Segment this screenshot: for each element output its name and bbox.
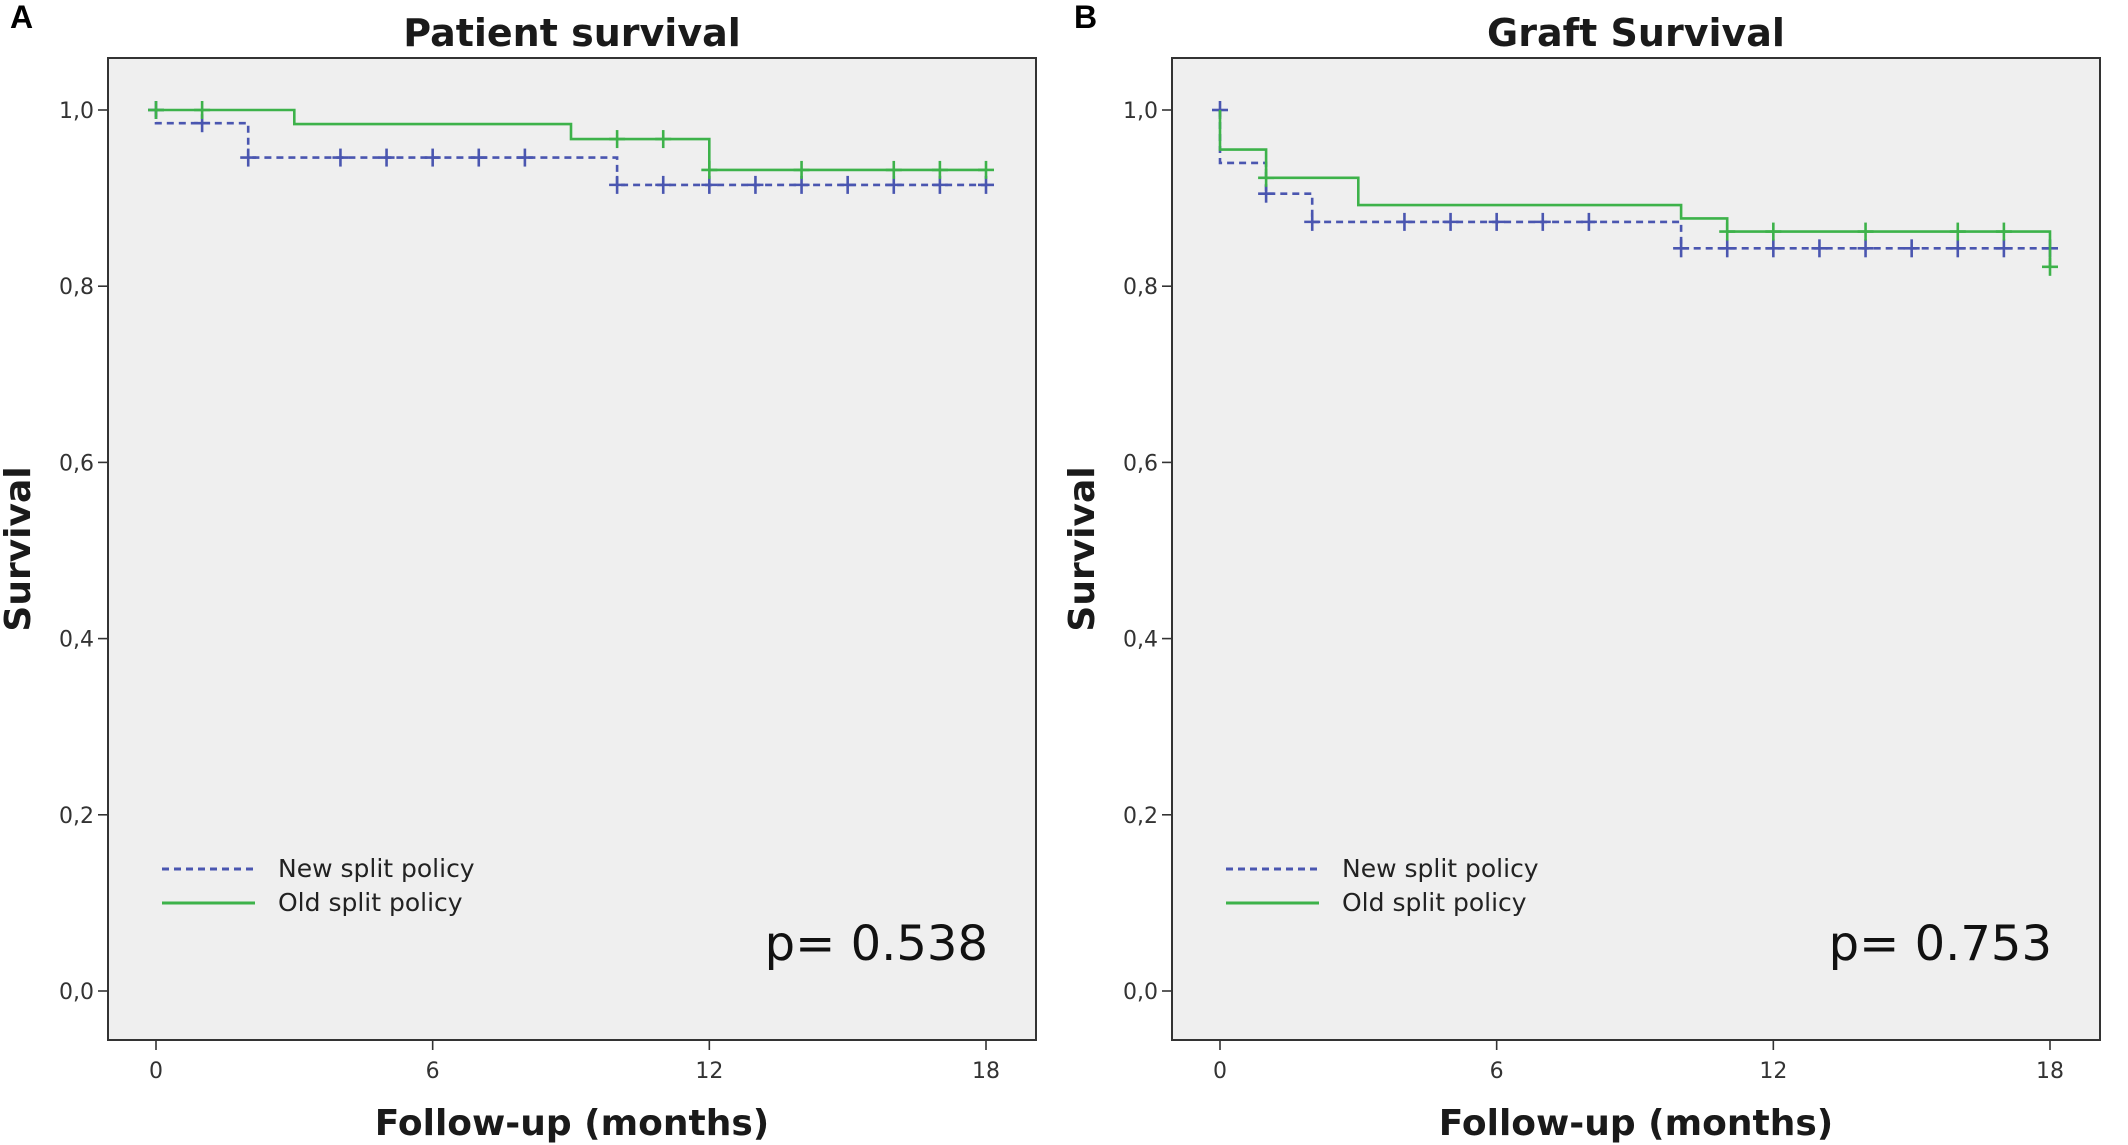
legend: New split policy Old split policy — [1226, 854, 1539, 917]
censor-mark — [655, 130, 672, 149]
y-tick-label: 0,8 — [1123, 275, 1158, 300]
panel-b: B Graft Survival 0,0 0,2 0,4 0,6 0,8 1,0 0 6 12 18 F… — [1062, 0, 2128, 1145]
y-tick-label: 0,2 — [59, 804, 94, 829]
p-value-annotation: p= 0.538 — [765, 916, 988, 972]
censor-mark — [1903, 239, 1920, 258]
censor-mark — [194, 101, 211, 119]
chart-title: Graft Survival — [1487, 11, 1785, 55]
censor-mark — [1765, 239, 1782, 258]
legend-label: New split policy — [278, 854, 475, 883]
p-value-annotation: p= 0.753 — [1829, 916, 2052, 972]
y-tick-label: 0,4 — [59, 628, 94, 653]
censor-mark — [1673, 239, 1690, 258]
censor-mark — [978, 160, 994, 179]
censor-mark — [1304, 212, 1321, 231]
panel-letter: A — [10, 0, 33, 35]
x-tick-label: 6 — [1490, 1059, 1504, 1084]
censor-mark — [1719, 239, 1736, 258]
censor-mark — [1396, 212, 1413, 231]
censor-mark — [1580, 212, 1597, 231]
censor-mark — [931, 160, 948, 179]
y-axis-label: Survival — [0, 466, 39, 631]
censor-mark — [1995, 239, 2012, 258]
censor-mark — [332, 148, 349, 167]
legend-label: New split policy — [1342, 854, 1539, 883]
y-tick-label: 0,0 — [1123, 980, 1158, 1005]
y-tick-label: 0,6 — [1123, 451, 1158, 476]
legend-label: Old split policy — [278, 888, 463, 917]
y-tick-label: 0,0 — [59, 980, 94, 1005]
y-tick-label: 0,2 — [1123, 804, 1158, 829]
y-tick-label: 0,6 — [59, 451, 94, 476]
y-tick-label: 0,4 — [1123, 628, 1158, 653]
censor-mark — [1258, 168, 1275, 187]
censor-mark — [609, 175, 626, 194]
censor-mark — [1857, 239, 1874, 258]
km-chart-graft-survival: B Graft Survival 0,0 0,2 0,4 0,6 0,8 1,0 0 6 12 18 F… — [1062, 0, 2101, 1144]
censor-mark — [793, 160, 810, 179]
censor-mark — [1995, 222, 2012, 241]
km-curve-new-split-policy — [154, 110, 986, 187]
x-tick-label: 18 — [2036, 1059, 2064, 1084]
censor-mark — [839, 175, 856, 194]
censor-mark — [1765, 222, 1782, 241]
x-tick-label: 0 — [1213, 1059, 1227, 1084]
panel-a: A Patient survival 0,0 0,2 0,4 0,6 0,8 1,0 0 6 12 1… — [0, 0, 1037, 1144]
censor-mark — [240, 148, 257, 167]
chart-title: Patient survival — [403, 11, 741, 55]
censor-mark — [516, 148, 533, 167]
legend-label: Old split policy — [1342, 888, 1527, 917]
km-chart-patient-survival: A Patient survival 0,0 0,2 0,4 0,6 0,8 1,0 0 6 12 1… — [0, 0, 1037, 1144]
x-tick-label: 0 — [149, 1059, 163, 1084]
panel-letter: B — [1074, 0, 1097, 35]
y-tick-label: 1,0 — [1123, 99, 1158, 124]
legend: New split policy Old split policy — [162, 854, 475, 917]
censor-mark — [1442, 212, 1459, 231]
censor-mark — [885, 160, 902, 179]
censor-mark — [378, 148, 395, 167]
x-tick-label: 12 — [1759, 1059, 1787, 1084]
censor-mark — [609, 130, 626, 149]
x-axis-label: Follow-up (months) — [1439, 1103, 1833, 1144]
plot-area — [107, 57, 1037, 1041]
censor-mark — [701, 160, 718, 179]
x-tick-label: 18 — [972, 1059, 1000, 1084]
censor-mark — [470, 148, 487, 167]
censor-mark — [1719, 222, 1736, 241]
censor-mark — [1949, 222, 1966, 241]
y-tick-label: 1,0 — [59, 99, 94, 124]
censor-mark — [1258, 184, 1275, 203]
censor-mark — [1488, 212, 1505, 231]
censor-mark — [747, 175, 764, 194]
y-tick-label: 0,8 — [59, 275, 94, 300]
censor-mark — [424, 148, 441, 167]
censor-mark — [655, 175, 672, 194]
censor-mark — [1534, 212, 1551, 231]
censor-mark — [1949, 239, 1966, 258]
censor-mark — [1857, 222, 1874, 241]
x-tick-label: 6 — [426, 1059, 440, 1084]
y-axis-label: Survival — [1062, 466, 1103, 631]
x-tick-label: 12 — [695, 1059, 723, 1084]
censor-mark — [148, 101, 164, 119]
censor-mark — [2042, 257, 2058, 276]
x-axis-label: Follow-up (months) — [375, 1103, 769, 1144]
censor-mark — [1811, 239, 1828, 258]
